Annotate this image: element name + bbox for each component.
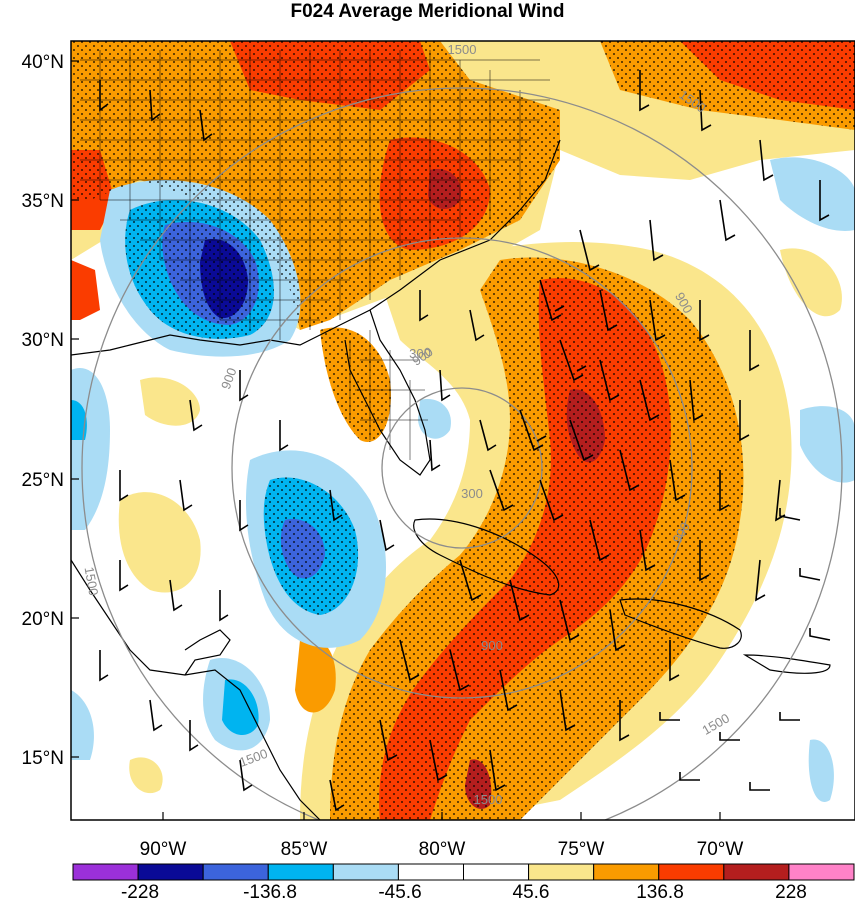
contour-label: 1500 — [82, 566, 102, 597]
contour-label: 1500 — [474, 792, 503, 807]
colorbar-label: 136.8 — [636, 882, 684, 900]
colorbar-swatch — [658, 863, 725, 881]
colorbar-label: -228 — [121, 882, 159, 900]
colorbar-swatch — [267, 863, 334, 881]
colorbar-swatch — [463, 863, 530, 881]
contour-label: 300 — [409, 346, 431, 361]
latitude-label: 15°N — [22, 748, 64, 769]
longitude-label: 75°W — [558, 839, 605, 860]
latitude-label: 25°N — [22, 470, 64, 491]
colorbar-label: -136.8 — [243, 882, 297, 900]
latitude-label: 35°N — [22, 191, 64, 212]
colorbar-swatch — [332, 863, 399, 881]
colorbar-label: 45.6 — [513, 882, 550, 900]
longitude-label: 85°W — [281, 839, 328, 860]
colorbar-swatch — [202, 863, 269, 881]
colorbar-swatch — [528, 863, 595, 881]
coastlines — [71, 139, 831, 820]
latitude-label: 40°N — [22, 52, 64, 73]
contour-label: 300 — [461, 486, 483, 501]
latitude-label: 30°N — [22, 330, 64, 351]
colorbar-swatch — [593, 863, 660, 881]
stipple-overlay — [71, 41, 855, 820]
distance-rings — [81, 87, 843, 820]
longitude-axis: 90°W 85°W 80°W 75°W 70°W — [140, 812, 744, 860]
map-title: F024 Average Meridional Wind — [290, 1, 565, 22]
contour-label: 1500 — [448, 42, 477, 57]
colorbar-swatch — [397, 863, 464, 881]
colorbar-swatch — [788, 863, 855, 881]
colorbar — [72, 863, 855, 881]
colorbar-swatch — [137, 863, 204, 881]
map-plot-area — [71, 41, 855, 820]
contour-label: 900 — [481, 638, 503, 653]
contour-label: 900 — [218, 366, 240, 392]
colorbar-labels: -228 -136.8 -45.6 45.6 136.8 228 — [121, 882, 807, 900]
longitude-label: 90°W — [140, 839, 187, 860]
colorbar-swatch — [72, 863, 139, 881]
map-frame — [70, 40, 855, 821]
latitude-label: 20°N — [22, 609, 64, 630]
colorbar-swatch — [723, 863, 790, 881]
longitude-label: 70°W — [697, 839, 744, 860]
longitude-label: 80°W — [419, 839, 466, 860]
colorbar-label: -45.6 — [378, 882, 421, 900]
wind-barbs — [99, 70, 831, 812]
latitude-axis: 40°N 35°N 30°N 25°N 20°N 15°N — [22, 52, 79, 769]
colorbar-label: 228 — [775, 882, 807, 900]
